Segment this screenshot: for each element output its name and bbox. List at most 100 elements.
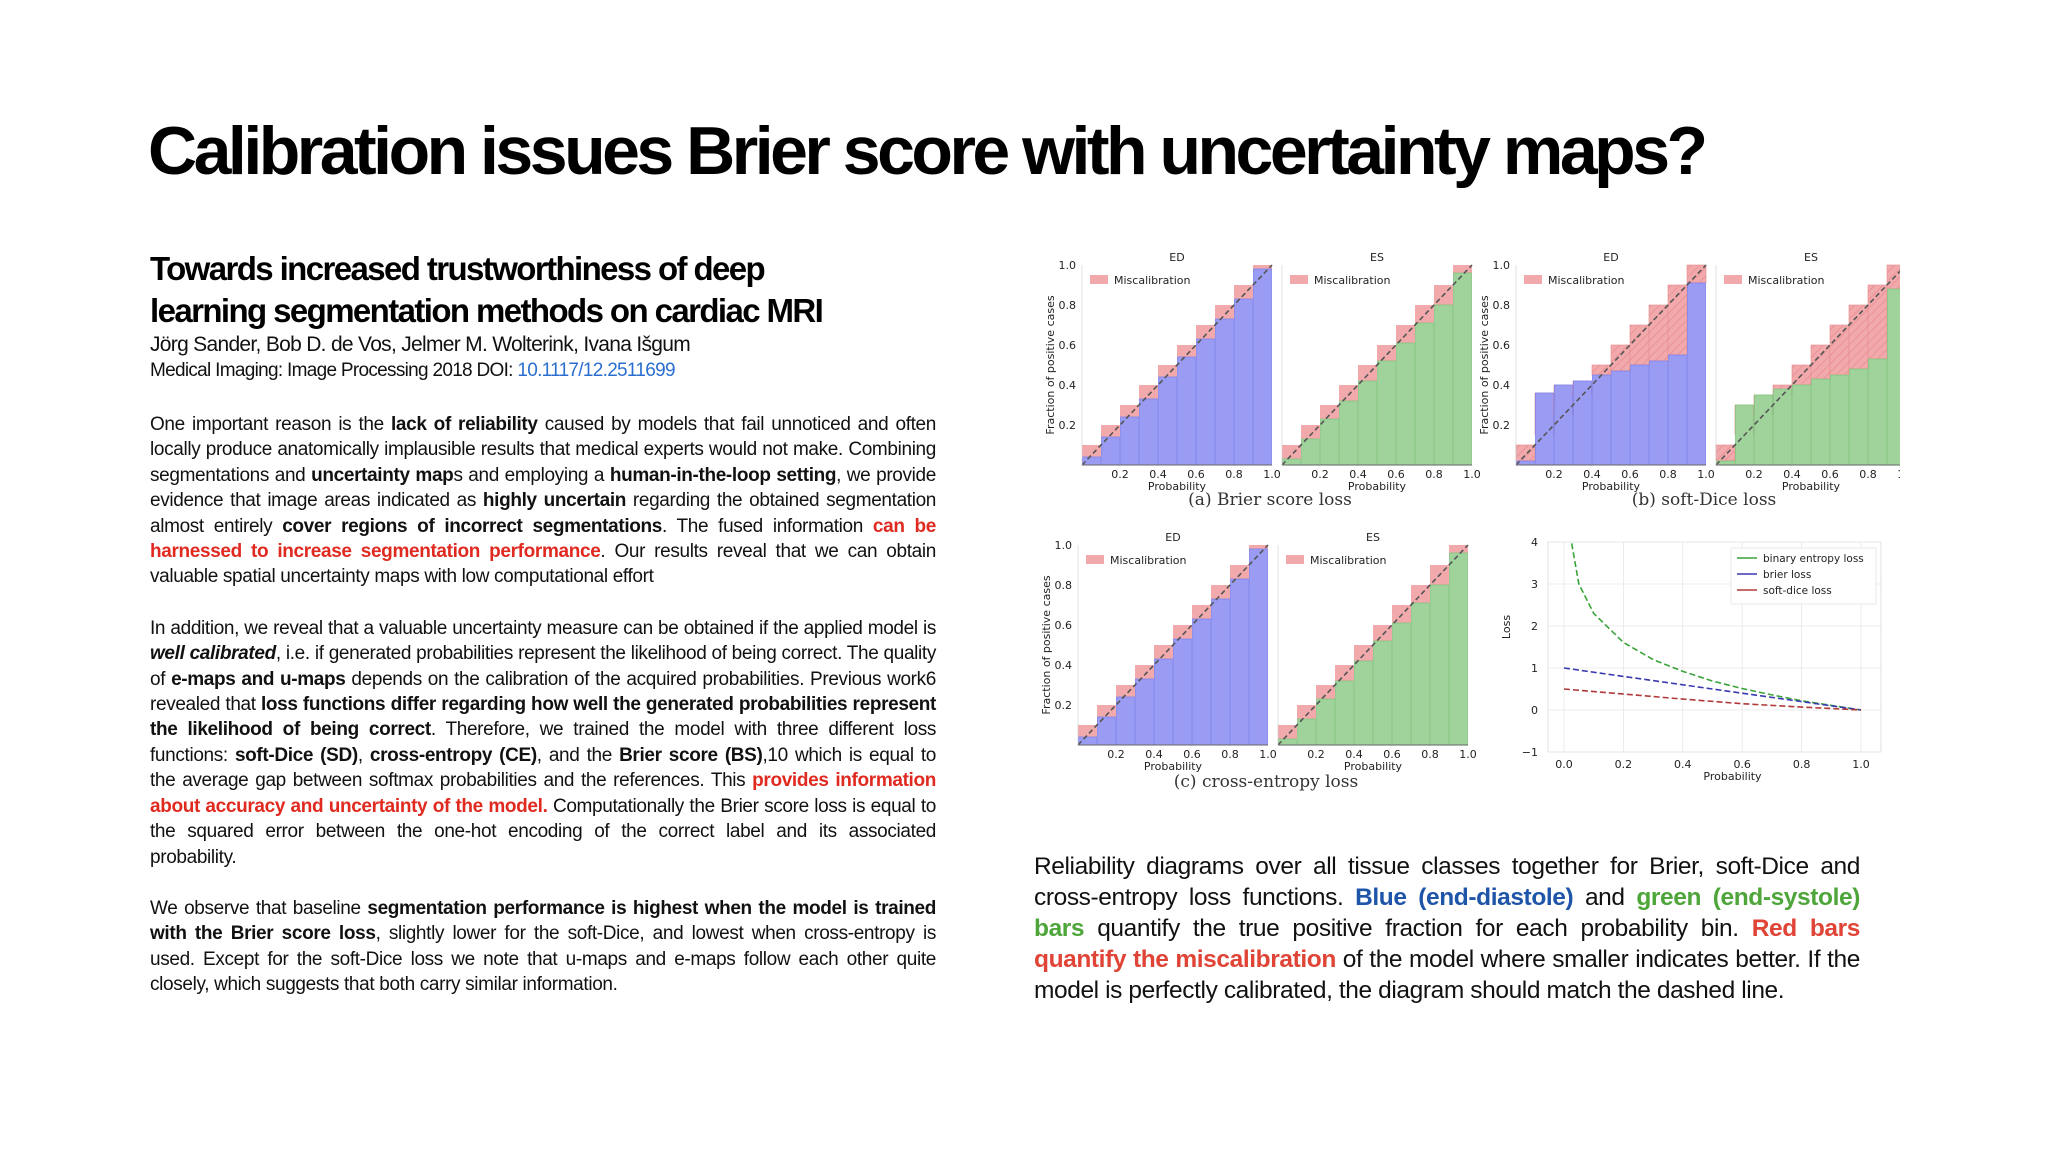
x-tick-label: 0.4 bbox=[1674, 758, 1692, 771]
positive-fraction-bar bbox=[1078, 736, 1097, 746]
miscalibration-bar bbox=[1358, 365, 1377, 381]
y-tick-label: 0.4 bbox=[1055, 659, 1073, 672]
positive-fraction-bar bbox=[1354, 660, 1373, 746]
subplot-es: 0.2 0.4 0.6 0.8 1.0 Probability ES Miscalibrati… bbox=[1281, 251, 1481, 493]
reliability-figure: 0.2 0.4 0.6 0.8 1.0 0.2 0.4 0.6 0.8 1.0 Fraction o… bbox=[1040, 251, 1900, 800]
legend-swatch bbox=[1286, 555, 1304, 564]
miscalibration-bar bbox=[1515, 444, 1536, 462]
miscalibration-bar bbox=[1101, 425, 1120, 437]
x-tick-label: 0.2 bbox=[1745, 468, 1763, 481]
positive-fraction-bar bbox=[1887, 288, 1900, 466]
paragraph-1: One important reason is the lack of reli… bbox=[150, 412, 936, 590]
miscalibration-bar bbox=[1278, 725, 1297, 739]
positive-fraction-bar bbox=[1611, 370, 1630, 466]
miscalibration-bar bbox=[1810, 344, 1831, 380]
positive-fraction-bar bbox=[1573, 380, 1592, 466]
series-line bbox=[1563, 667, 1862, 711]
x-tick-label: 0.8 bbox=[1421, 748, 1439, 761]
miscalibration-bar bbox=[1230, 565, 1249, 579]
x-tick-label: 0.8 bbox=[1659, 468, 1677, 481]
miscalibration-bar bbox=[1196, 325, 1215, 339]
paper-authors: Jörg Sander, Bob D. de Vos, Jelmer M. Wo… bbox=[150, 333, 691, 356]
miscalibration-bar bbox=[1415, 305, 1434, 323]
x-tick-label: 1.0 bbox=[1463, 468, 1481, 481]
positive-fraction-bar bbox=[1392, 622, 1411, 746]
positive-fraction-bar bbox=[1139, 398, 1158, 466]
legend-label: Miscalibration bbox=[1310, 554, 1387, 567]
positive-fraction-bar bbox=[1396, 342, 1415, 466]
miscalibration-bar bbox=[1177, 345, 1196, 357]
positive-fraction-bar bbox=[1687, 282, 1706, 466]
x-tick-label: 1.0 bbox=[1263, 468, 1281, 481]
y-tick-label: 1 bbox=[1531, 662, 1538, 675]
doi-link[interactable]: 10.1117/12.2511699 bbox=[517, 360, 675, 381]
y-tick-label: 3 bbox=[1531, 578, 1538, 591]
venue-text: Medical Imaging: Image Processing 2018 D… bbox=[150, 360, 518, 381]
ideal-diagonal bbox=[1081, 264, 1273, 466]
miscalibration-bar bbox=[1078, 725, 1097, 737]
miscalibration-bar bbox=[1377, 345, 1396, 361]
miscalibration-bar bbox=[1453, 265, 1472, 273]
miscalibration-bar bbox=[1373, 625, 1392, 641]
paragraph-2-run: cross-entropy (CE) bbox=[369, 744, 537, 766]
legend-label: Miscalibration bbox=[1110, 554, 1187, 567]
x-axis-label: Probability bbox=[1703, 770, 1762, 783]
y-tick-label: 1.0 bbox=[1055, 539, 1073, 552]
miscalibration-bar bbox=[1253, 265, 1272, 269]
paragraph-2-run: e-maps and u-maps bbox=[171, 668, 346, 690]
y-tick-label: 0.6 bbox=[1059, 339, 1077, 352]
y-tick-label: 4 bbox=[1531, 536, 1538, 549]
paper-title: Towards increased trustworthiness of dee… bbox=[150, 248, 936, 332]
positive-fraction-bar bbox=[1415, 322, 1434, 466]
positive-fraction-bar bbox=[1192, 618, 1211, 746]
positive-fraction-bar bbox=[1335, 680, 1354, 746]
legend-label: soft-dice loss bbox=[1763, 585, 1832, 597]
x-axis-label: Probability bbox=[1148, 480, 1207, 493]
positive-fraction-bar bbox=[1230, 578, 1249, 746]
miscalibration-bar bbox=[1715, 444, 1736, 462]
miscalibration-bar bbox=[1154, 645, 1173, 659]
paragraph-1-run: lack of reliability bbox=[390, 414, 538, 435]
y-axis-label: Fraction of positive cases bbox=[1044, 295, 1057, 434]
paragraph-2-run: loss functions differ regarding how well… bbox=[150, 694, 937, 741]
positive-fraction-bar bbox=[1434, 304, 1453, 466]
positive-fraction-bar bbox=[1234, 298, 1253, 466]
positive-fraction-bar bbox=[1177, 356, 1196, 466]
legend-swatch bbox=[1086, 555, 1104, 564]
y-tick-label: −1 bbox=[1522, 746, 1538, 759]
x-tick-label: 0.2 bbox=[1307, 748, 1325, 761]
subplot-ed: 0.2 0.4 0.6 0.8 1.0 0.2 0.4 0.6 0.8 1.0 Fraction o… bbox=[1478, 251, 1715, 493]
panel-caption: (c) cross-entropy loss bbox=[1174, 772, 1358, 792]
y-tick-label: 0.8 bbox=[1055, 579, 1073, 592]
paragraph-2-run: , bbox=[357, 744, 370, 766]
positive-fraction-bar bbox=[1116, 696, 1135, 746]
legend-label: Miscalibration bbox=[1548, 274, 1625, 287]
positive-fraction-bar bbox=[1301, 438, 1320, 466]
x-tick-label: 1.0 bbox=[1897, 468, 1900, 481]
y-tick-label: 0.4 bbox=[1059, 379, 1077, 392]
x-tick-label: 1.0 bbox=[1852, 758, 1870, 771]
paragraph-2-run: well calibrated bbox=[150, 643, 276, 665]
positive-fraction-bar bbox=[1215, 318, 1234, 466]
positive-fraction-bar bbox=[1453, 272, 1472, 466]
miscalibration-bar bbox=[1173, 625, 1192, 639]
x-axis-label: Probability bbox=[1782, 480, 1841, 493]
positive-fraction-bar bbox=[1849, 368, 1868, 466]
ideal-diagonal bbox=[1281, 264, 1473, 466]
positive-fraction-bar bbox=[1792, 384, 1811, 466]
y-axis-label: Loss bbox=[1500, 615, 1513, 639]
miscalibration-bar bbox=[1320, 405, 1339, 419]
positive-fraction-bar bbox=[1196, 338, 1215, 466]
figure-caption-run: of the model where smaller indicates bet… bbox=[1034, 945, 1860, 1004]
x-tick-label: 0.4 bbox=[1583, 468, 1601, 481]
x-tick-label: 0.6 bbox=[1383, 748, 1401, 761]
miscalibration-bar bbox=[1139, 385, 1158, 399]
figure-caption-run: Reliability diagrams over all tissue cla… bbox=[1034, 852, 1860, 911]
subplot-title: ED bbox=[1165, 531, 1180, 544]
page-title: Calibration issues Brier score with unce… bbox=[148, 113, 1708, 189]
y-tick-label: 1.0 bbox=[1493, 259, 1511, 272]
paragraph-1-run: , we provide evidence that image areas i… bbox=[150, 464, 936, 512]
legend-label: Miscalibration bbox=[1748, 274, 1825, 287]
figure-caption-run: quantify the true positive fraction for … bbox=[1084, 914, 1752, 942]
positive-fraction-bar bbox=[1358, 380, 1377, 466]
